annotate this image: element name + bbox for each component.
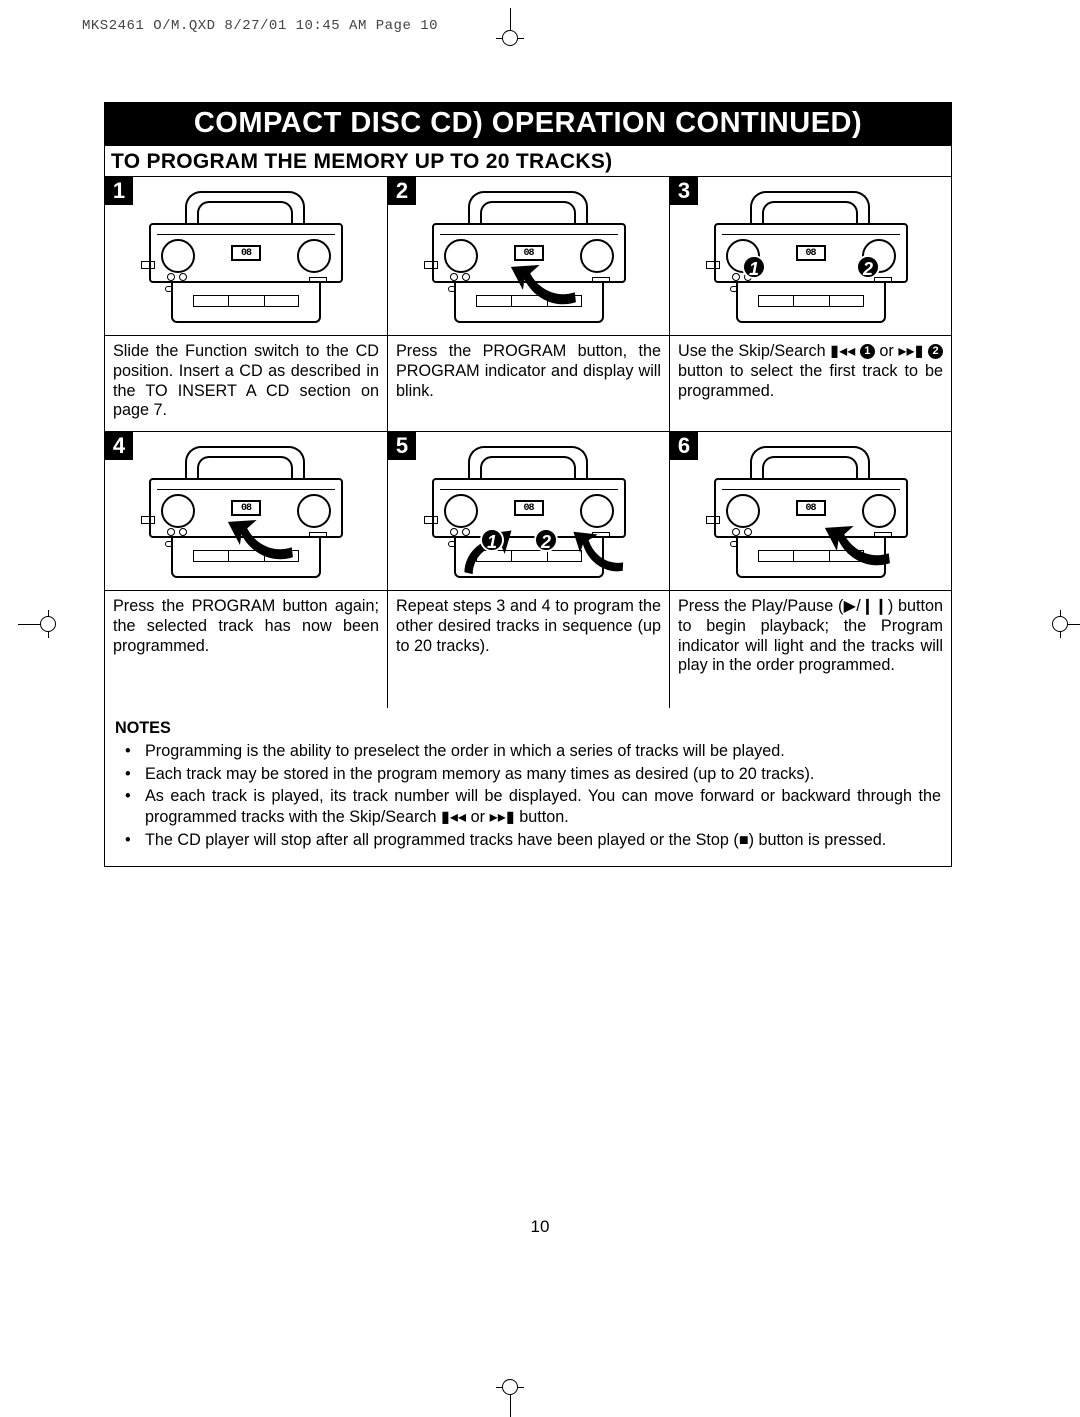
page-subtitle: TO PROGRAM THE MEMORY UP TO 20 TRACKS) [105,146,951,176]
note-item: As each track is played, its track numbe… [139,786,941,827]
callout-badge: 2 [856,255,880,279]
step-cell: 1 08 Slide the Function switch to the CD… [105,176,387,431]
step-illustration: 4 08 [105,432,387,590]
device-illustration: 08 [696,191,926,331]
page-title: COMPACT DISC CD) OPERATION CONTINUED) [105,103,951,146]
print-header: MKS2461 O/M.QXD 8/27/01 10:45 AM Page 10 [82,18,438,34]
step-cell: 6 08 Press the Play/Pause (▶/❙❙) button … [669,431,951,708]
notes-list: Programming is the ability to preselect … [115,741,941,851]
step-number: 2 [388,177,416,205]
note-item: Programming is the ability to preselect … [139,741,941,762]
callout-badge: 2 [534,528,558,552]
step-cell: 3 08 1 2 Use the Skip/Search ▮◂◂ 1 or ▸▸▮ … [669,176,951,431]
step-illustration: 3 08 1 2 [670,177,951,335]
step-number: 4 [105,432,133,460]
step-number: 5 [388,432,416,460]
step-cell: 5 08 12Repeat steps 3 and 4 to program t… [387,431,669,708]
callout-badge: 1 [742,255,766,279]
step-caption: Use the Skip/Search ▮◂◂ 1 or ▸▸▮ 2 butto… [670,335,951,419]
steps-grid: 1 08 Slide the Function switch to the CD… [105,176,951,708]
step-number: 1 [105,177,133,205]
step-caption: Repeat steps 3 and 4 to program the othe… [388,590,669,708]
step-illustration: 5 08 12 [388,432,669,590]
step-illustration: 6 08 [670,432,951,590]
note-item: Each track may be stored in the program … [139,764,941,785]
step-illustration: 1 08 [105,177,387,335]
notes-section: NOTES Programming is the ability to pres… [105,708,951,866]
step-cell: 4 08 Press the PROGRAM button again; the… [105,431,387,708]
note-item: The CD player will stop after all progra… [139,830,941,851]
device-illustration: 08 [131,191,361,331]
step-caption: Slide the Function switch to the CD posi… [105,335,387,431]
step-caption: Press the PROGRAM button again; the sele… [105,590,387,708]
step-caption: Press the Play/Pause (▶/❙❙) button to be… [670,590,951,708]
notes-heading: NOTES [115,718,941,739]
step-caption: Press the PROGRAM button, the PROGRAM in… [388,335,669,419]
page-number: 10 [531,1217,550,1237]
step-number: 3 [670,177,698,205]
step-illustration: 2 08 [388,177,669,335]
step-number: 6 [670,432,698,460]
callout-badge: 1 [480,528,504,552]
manual-page: COMPACT DISC CD) OPERATION CONTINUED) TO… [104,102,952,867]
step-cell: 2 08 Press the PROGRAM button, the PROGR… [387,176,669,431]
